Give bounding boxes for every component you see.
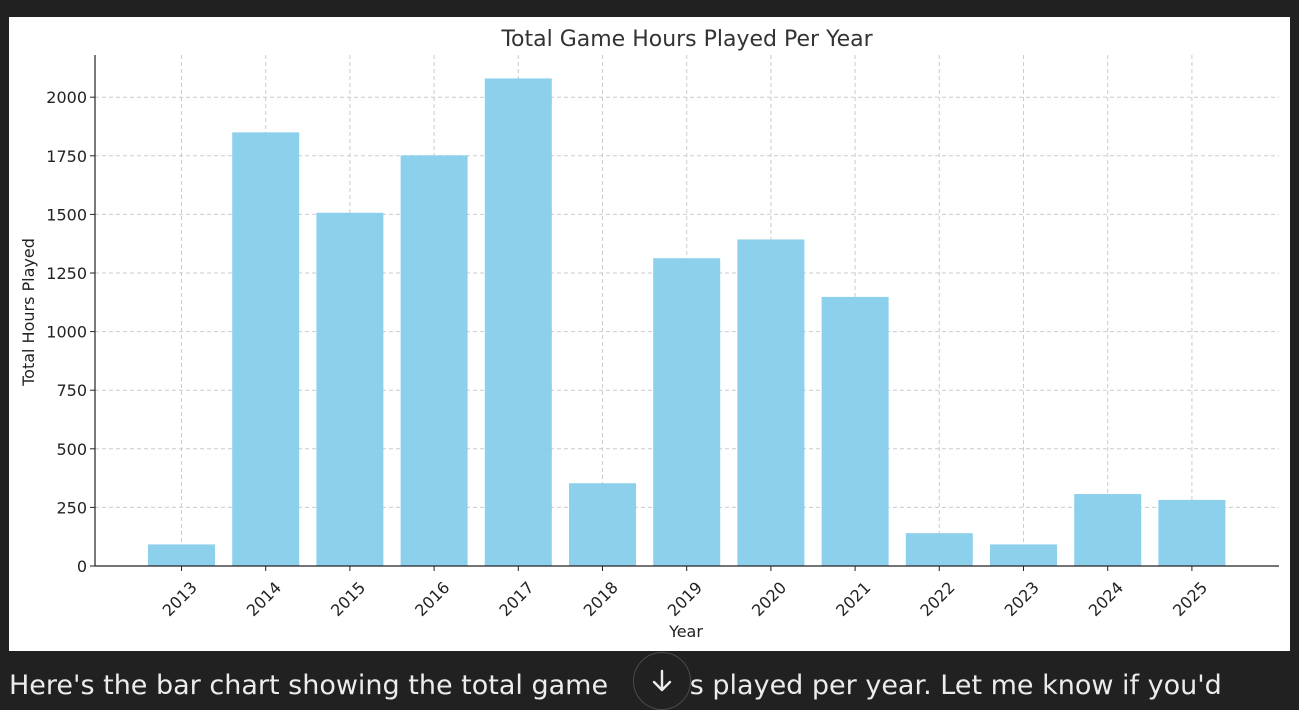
- y-tick-label: 1750: [46, 147, 87, 166]
- y-tick-label: 500: [56, 440, 87, 459]
- bar: [1158, 499, 1226, 566]
- x-tick-label: 2019: [664, 578, 706, 620]
- chart-title: Total Game Hours Played Per Year: [500, 27, 873, 52]
- bar: [990, 544, 1057, 566]
- x-tick-label: 2016: [411, 578, 453, 620]
- x-tick-label: 2024: [1085, 578, 1127, 620]
- y-tick-label: 0: [77, 557, 87, 576]
- x-tick-label: 2017: [495, 578, 537, 620]
- x-tick-label: 2014: [243, 578, 285, 620]
- bar: [316, 212, 384, 566]
- chart-image: Total Game Hours Played Per Year Total H…: [9, 17, 1290, 651]
- y-tick-label: 1250: [46, 264, 87, 283]
- bar: [905, 533, 973, 566]
- x-tick-label: 2025: [1169, 578, 1211, 620]
- y-tick-label: 1000: [46, 323, 87, 342]
- y-axis-label: Total Hours Played: [19, 238, 38, 387]
- message-text-after: rs played per year. Let me know if you'd: [678, 670, 1222, 701]
- x-tick-label: 2022: [916, 578, 958, 620]
- x-tick-label: 2020: [748, 578, 790, 620]
- x-tick-label: 2013: [159, 578, 201, 620]
- x-tick-label: 2023: [1001, 578, 1043, 620]
- x-tick-label: 2015: [327, 578, 369, 620]
- bar: [148, 544, 215, 566]
- y-tick-label: 1500: [46, 205, 87, 224]
- bar: [737, 239, 805, 566]
- y-tick-label: 250: [56, 498, 87, 517]
- bar: [653, 258, 721, 566]
- bar: [484, 78, 552, 566]
- bars: [148, 78, 1226, 566]
- bar: [400, 155, 468, 566]
- bar-chart: Total Game Hours Played Per Year Total H…: [19, 27, 1279, 641]
- bar: [569, 483, 636, 566]
- bar: [1074, 494, 1142, 566]
- y-tick-label: 750: [56, 381, 87, 400]
- bar: [232, 132, 300, 566]
- y-tick-label: 2000: [46, 88, 87, 107]
- message-text-before: Here's the bar chart showing the total g…: [9, 670, 617, 701]
- x-axis-label: Year: [668, 622, 703, 641]
- x-tick-label: 2018: [580, 578, 622, 620]
- x-tick-label: 2021: [832, 578, 874, 620]
- assistant-message: Here's the bar chart showing the total g…: [9, 666, 1222, 706]
- arrow-down-icon: [652, 669, 672, 692]
- scroll-down-button[interactable]: [633, 652, 691, 710]
- bar: [821, 296, 889, 566]
